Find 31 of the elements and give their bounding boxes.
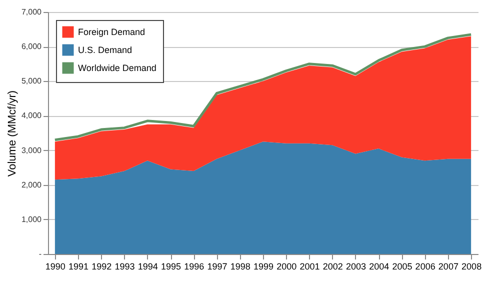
x-tick-label: 1996 [184,262,204,272]
y-tick-label: 5,000 [21,76,42,86]
x-tick-label: 2005 [392,262,412,272]
y-tick-label: - [38,250,42,258]
x-tick-label: 2006 [415,262,436,272]
y-tick-label: 7,000 [21,8,42,16]
y-tick-label: 1,000 [21,214,42,224]
x-tick-label: 1992 [92,262,112,272]
legend-label: Worldwide Demand [78,63,156,73]
x-tick-label: 2000 [276,262,297,272]
y-axis-title: Volume (MMcf/yr) [6,90,18,177]
x-tick-label: 2008 [462,262,482,272]
x-tick-label: 2007 [438,262,458,272]
legend-label: Foreign Demand [78,27,146,37]
x-tick-label: 1995 [161,262,182,272]
legend-label: U.S. Demand [78,45,132,55]
x-tick-label: 2004 [369,262,390,272]
x-tick-label: 1993 [114,262,135,272]
x-tick-label: 1994 [138,262,158,272]
y-tick-label: 3,000 [21,146,42,155]
x-tick-label: 1997 [207,262,228,272]
x-tick-label: 1991 [68,262,89,272]
y-tick-label: 2,000 [21,180,42,190]
x-tick-label: 1998 [230,262,250,272]
x-tick-label: 2003 [346,262,366,272]
x-tick-label: 2002 [322,262,343,272]
y-tick-label: 6,000 [21,42,42,52]
x-tick-label: 1999 [253,262,274,272]
x-tick-label: 1990 [45,262,66,272]
y-tick-label: 4,000 [21,111,42,120]
x-tick-label: 2001 [300,262,320,272]
